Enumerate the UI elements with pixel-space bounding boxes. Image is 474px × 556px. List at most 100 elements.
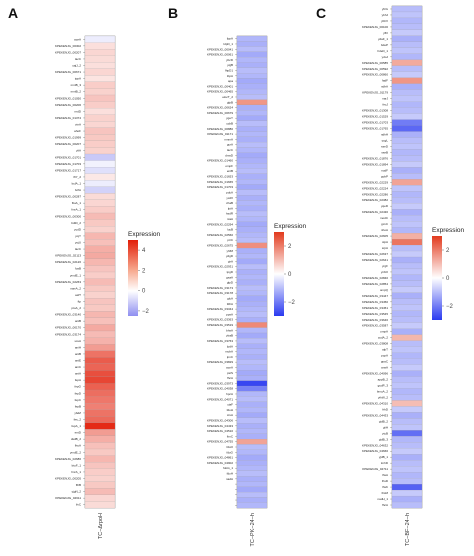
heatmap-cell-a [84, 101, 116, 109]
heatmap-cell-a [84, 62, 116, 69]
row-label-c: KPEKENJG_02854 [362, 282, 388, 286]
heatmap-cell-c [391, 131, 423, 138]
heatmap-cell-a [84, 389, 116, 397]
row-label-a: fepA [75, 378, 81, 382]
row-label-a: KPEKENJG_01701 [55, 155, 81, 159]
row-label-a: aniA [75, 372, 81, 376]
row-label-b: KPEKENJG_02560 [207, 233, 233, 237]
row-label-c: KPEKENJG_03545 [362, 312, 388, 316]
heatmap-cell-b [236, 62, 268, 68]
heatmap-cell-a [84, 186, 116, 194]
row-label-a: ilvC [76, 503, 82, 507]
heatmap-cell-a [84, 475, 116, 482]
row-label-c: KPEKENJG_01765 [362, 127, 388, 131]
heatmap-cell-b [236, 258, 268, 265]
heatmap-cell-c [391, 376, 423, 383]
heatmap-cell-a [84, 35, 116, 43]
heatmap-cell-b [236, 385, 268, 392]
column-label-a: TC−ΔrpoH [98, 513, 104, 539]
heatmap-cell-c [391, 382, 423, 389]
heatmap-cell-a [84, 252, 116, 260]
heatmap-cell-b [236, 481, 268, 487]
row-label-c: KPEKENJG_02286 [362, 192, 388, 196]
heatmap-cell-b [236, 301, 268, 307]
heatmap-cell-c [391, 47, 423, 54]
row-label-c: KPEKENJG_02840 [362, 276, 388, 280]
row-label-c: KPEKENJG_02641 [362, 258, 388, 262]
row-label-a: fliuA_1 [72, 201, 82, 205]
row-label-c: yjdB_3 [379, 437, 389, 441]
heatmap-cell-c [391, 286, 423, 293]
legend-title-b: Expression [274, 223, 307, 230]
legend-a: Expression 4 2 0 −2 [128, 231, 161, 316]
row-label-b: dmsD [225, 153, 234, 157]
heatmap-cell-a [84, 330, 116, 338]
row-label-c: KPEKENJG_02605 [362, 234, 388, 238]
row-label-b: KPEKENJG_01460 [207, 159, 233, 163]
row-label-a: ureA [75, 339, 81, 343]
heatmap-cell-a [84, 134, 116, 142]
row-label-c: yjiH [383, 425, 388, 429]
heatmap-cell-c [391, 406, 423, 413]
heatmap-cell-c [391, 227, 423, 234]
heatmap-cell-c [391, 442, 423, 449]
heatmap-cell-b [236, 454, 268, 461]
heatmap-cell-c [391, 472, 423, 479]
row-label-a: fes_2 [74, 418, 82, 422]
row-label-b: fdhA [227, 302, 233, 306]
heatmap-cell-a [84, 206, 116, 214]
heatmap-cell-b [236, 115, 268, 121]
row-label-b: fdoO [226, 445, 233, 449]
heatmap-cell-a [84, 49, 116, 56]
row-label-a: ftp [78, 300, 82, 304]
heatmap-cell-b [236, 67, 268, 74]
row-label-c: KPEKENJG_01529 [362, 115, 388, 119]
column-label-b: TC−PK−24−h [250, 513, 256, 546]
heatmap-cell-b [236, 380, 268, 387]
row-label-c: KPEKENJG_03646 [362, 318, 388, 322]
row-label-a: aniE [75, 359, 81, 363]
heatmap-cell-b [236, 428, 268, 434]
heatmap-cell-b [236, 57, 268, 63]
row-label-b: KPEKENJG_04755 [207, 440, 233, 444]
row-label-c: ytcB [382, 431, 388, 435]
heatmap-cell-b [236, 78, 268, 84]
row-label-b: KPEKENJG_03763 [207, 339, 233, 343]
heatmap-cell-a [84, 278, 116, 286]
row-label-b: KPEKENJG_04071 [207, 397, 233, 401]
row-label-c: fhcA [382, 503, 388, 507]
heatmap-cell-a [84, 435, 116, 443]
panel-a: aceA KPEKENJG_00302 KPEKENJG_00207 lacC yajJ… [55, 35, 116, 539]
legend-tick-label-c: −2 [446, 304, 454, 310]
heatmap-cell-b [236, 290, 268, 296]
heatmap-cell-c [391, 280, 423, 288]
heatmap-cell-b [236, 502, 268, 509]
heatmap-cell-c [391, 35, 423, 42]
row-label-c: alpT [382, 348, 388, 352]
row-label-c: KPEKENJG_02430 [362, 210, 388, 214]
row-label-a: yojU [75, 241, 81, 245]
row-label-c: bdeP [381, 43, 388, 47]
heatmap-cell-c [391, 250, 423, 258]
heatmap-cell-b [236, 317, 268, 323]
row-label-a: fliY_2 [73, 175, 81, 179]
heatmap-cell-a [84, 193, 116, 201]
heatmap-cell-b [236, 94, 268, 100]
row-label-b: icaA [227, 217, 233, 221]
row-label-b: KPEKENJG_01703 [207, 185, 233, 189]
row-label-a: KPEKENJG_03174 [55, 332, 81, 336]
row-label-b: cruA [227, 413, 233, 417]
heatmap-cell-a [84, 147, 116, 155]
row-label-b: KPEKENJG_04038 [207, 387, 233, 391]
row-label-a: KPEKENJG_00300 [55, 214, 81, 218]
row-label-a: btuF_1 [72, 463, 82, 467]
row-label-b: gcrA [227, 143, 233, 147]
row-label-b: glpB [227, 100, 233, 104]
heatmap-cell-a [84, 304, 116, 312]
row-label-c: KPEKENJG_00100 [362, 25, 388, 29]
row-label-b: fhcA [227, 376, 233, 380]
heatmap-cell-a [84, 442, 116, 450]
heatmap-cell-c [391, 370, 423, 377]
heatmap-cell-a [84, 285, 116, 292]
heatmap-cell-a [84, 258, 116, 266]
